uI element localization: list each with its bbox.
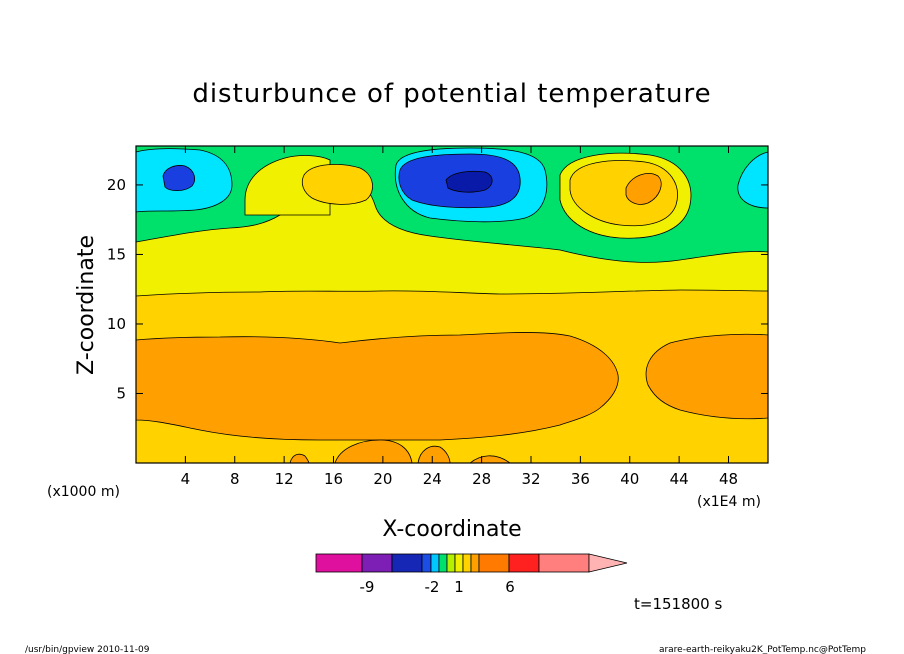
colorbar-segment — [454, 553, 464, 573]
colorbar: -9 -2 1 6 — [315, 553, 628, 596]
x-tick-label: 48 — [719, 470, 738, 488]
y-tick-label: 15 — [107, 245, 126, 263]
footer-left: /usr/bin/gpview 2010-11-09 — [25, 645, 150, 654]
x-tick-label: 20 — [373, 470, 392, 488]
x-tick-label: 44 — [670, 470, 689, 488]
bottom-bumps — [289, 439, 511, 463]
x-tick-label: 4 — [181, 470, 191, 488]
warm-cell-left — [301, 164, 373, 205]
y-tick-label: 5 — [116, 384, 126, 402]
colorbar-segment — [478, 553, 510, 573]
colorbar-tick-label: -9 — [360, 578, 375, 596]
x-tick-label: 16 — [324, 470, 343, 488]
y-axis-label: Z-coordinate — [74, 235, 99, 375]
y-ticks: 5 10 15 20 — [107, 176, 768, 402]
colorbar-segment — [508, 553, 540, 573]
time-label: t=151800 s — [634, 595, 722, 613]
colorbar-segment — [470, 553, 480, 573]
y-tick-label: 20 — [107, 176, 126, 194]
colorbar-segment — [430, 553, 440, 573]
colorbar-segment — [361, 553, 393, 573]
cold-cell-left-core — [162, 165, 196, 192]
colorbar-segment — [421, 553, 432, 573]
colorbar-segment — [438, 553, 448, 573]
contour-fill — [136, 146, 768, 463]
x-tick-label: 28 — [472, 470, 491, 488]
cold-cell-right — [737, 151, 768, 209]
x-tick-label: 12 — [275, 470, 294, 488]
colorbar-segment — [391, 553, 423, 573]
x-tick-label: 24 — [423, 470, 442, 488]
x-axis-label: X-coordinate — [382, 517, 521, 542]
x-tick-label: 40 — [620, 470, 639, 488]
band-main — [136, 332, 619, 441]
chart-title: disturbunce of potential temperature — [192, 79, 711, 109]
footer-right: arare-earth-reikyaku2K_PotTemp.nc@PotTem… — [659, 645, 866, 654]
x-ticks: 4 8 12 16 20 24 28 32 36 40 44 48 — [181, 146, 738, 488]
colorbar-segment — [315, 553, 363, 573]
warm-cell-right-core — [625, 173, 662, 205]
y-tick-label: 10 — [107, 315, 126, 333]
band-main-right — [645, 333, 768, 420]
cold-cell-center-core — [445, 170, 493, 193]
x-tick-label: 32 — [521, 470, 540, 488]
plot-frame — [135, 145, 769, 464]
x-tick-label: 8 — [230, 470, 240, 488]
x-unit-right: (x1E4 m) — [697, 494, 761, 510]
colorbar-tick-label: 6 — [505, 578, 515, 596]
colorbar-arrow — [588, 553, 628, 573]
colorbar-tick-label: -2 — [425, 578, 440, 596]
colorbar-segment — [462, 553, 472, 573]
colorbar-segment — [446, 553, 456, 573]
colorbar-segment — [538, 553, 590, 573]
x-unit-left: (x1000 m) — [47, 484, 120, 500]
colorbar-tick-label: 1 — [454, 578, 464, 596]
x-tick-label: 36 — [571, 470, 590, 488]
